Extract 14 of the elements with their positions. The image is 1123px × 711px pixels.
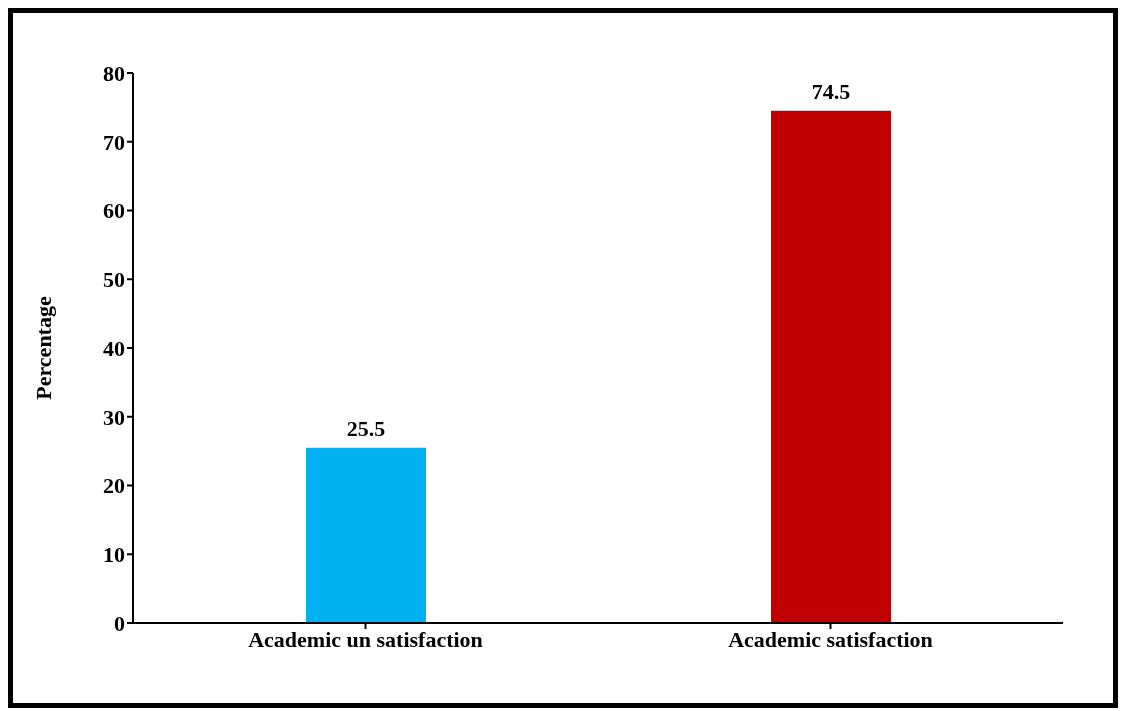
- y-tick-label: 70: [103, 129, 125, 155]
- y-axis-title: Percentage: [30, 296, 56, 400]
- y-tick-label: 30: [103, 404, 125, 430]
- y-tick-label: 50: [103, 267, 125, 293]
- data-label: 25.5: [346, 415, 386, 441]
- y-tick-label: 60: [103, 198, 125, 224]
- y-tick-label: 0: [114, 610, 125, 636]
- y-tick-label: 10: [103, 542, 125, 568]
- data-label: 74.5: [811, 78, 851, 104]
- y-tick-label: 40: [103, 335, 125, 361]
- x-tick-label: Academic satisfaction: [728, 626, 933, 652]
- x-tick-label: Academic un satisfaction: [248, 626, 483, 652]
- y-tick-label: 20: [103, 473, 125, 499]
- y-tick-label: 80: [103, 60, 125, 86]
